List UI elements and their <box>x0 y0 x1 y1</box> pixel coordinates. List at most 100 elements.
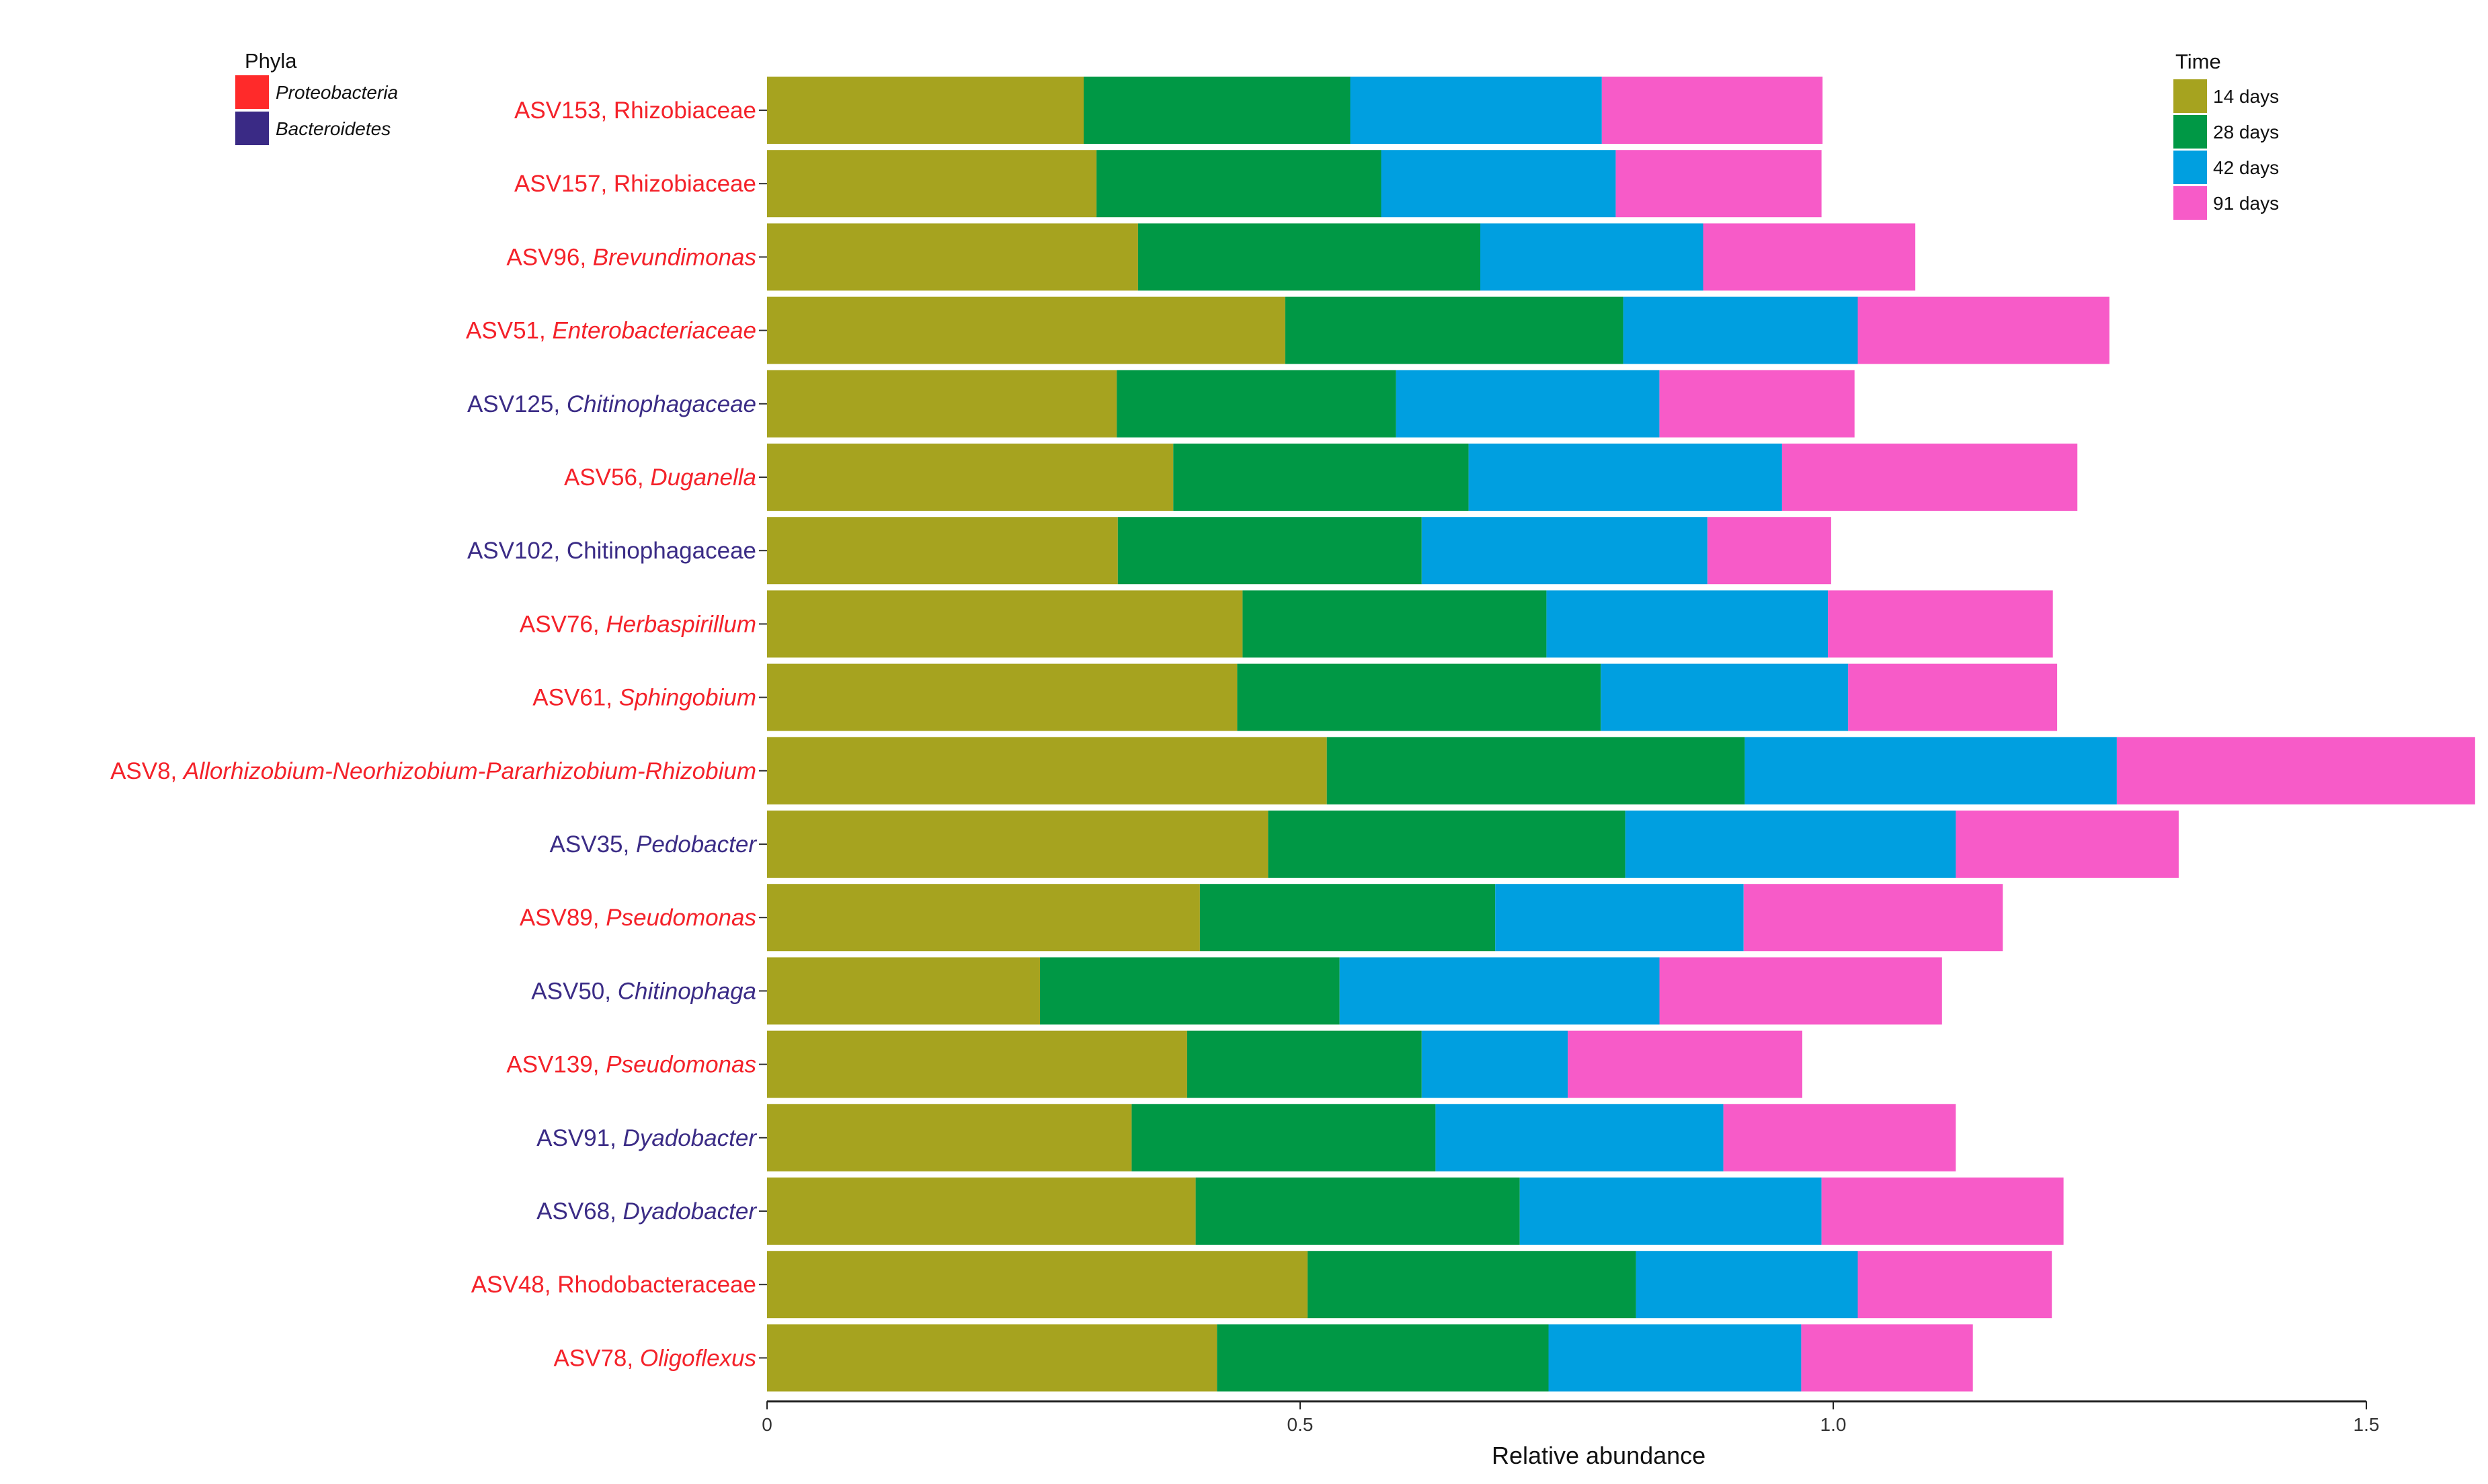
bar-asv125-14-days <box>767 370 1117 438</box>
bar-asv35-42-days <box>1625 811 1956 878</box>
bar-asv8-14-days <box>767 737 1327 805</box>
y-label-asv91: ASV91, Dyadobacter <box>536 1125 757 1151</box>
bar-asv50-28-days <box>1040 957 1340 1025</box>
bar-asv35-28-days <box>1268 811 1626 878</box>
y-label-asv89: ASV89, Pseudomonas <box>520 905 756 931</box>
y-label-asv139: ASV139, Pseudomonas <box>506 1052 756 1078</box>
bar-asv78-14-days <box>767 1324 1217 1392</box>
bar-asv153-14-days <box>767 77 1084 144</box>
bar-asv76-91-days <box>1828 590 2053 658</box>
y-label-asv61: ASV61, Sphingobium <box>532 685 756 711</box>
y-label-asv48: ASV48, Rhodobacteraceae <box>471 1272 756 1298</box>
bar-asv8-42-days <box>1744 737 2117 805</box>
bar-asv96-91-days <box>1703 223 1916 291</box>
bar-asv51-42-days <box>1623 296 1858 364</box>
bar-asv56-42-days <box>1468 444 1782 511</box>
time-label-14-days: 14 days <box>2213 86 2279 107</box>
y-label-asv56: ASV56, Duganella <box>564 464 756 491</box>
time-label-42-days: 42 days <box>2213 157 2279 178</box>
phyla-key-bacteroidetes <box>235 112 269 145</box>
bar-asv102-28-days <box>1117 517 1422 585</box>
bar-asv96-42-days <box>1480 223 1703 291</box>
y-label-asv102: ASV102, Chitinophagaceae <box>467 538 756 564</box>
x-axis: 0 0.5 1.0 1.5 <box>762 1400 2380 1435</box>
y-label-asv78: ASV78, Oligoflexus <box>553 1345 756 1371</box>
bar-asv89-28-days <box>1199 884 1496 952</box>
phyla-legend-title: Phyla <box>245 49 297 73</box>
bar-asv51-14-days <box>767 296 1285 364</box>
bar-asv68-28-days <box>1195 1178 1520 1245</box>
bar-asv157-28-days <box>1096 150 1381 218</box>
bar-asv8-91-days <box>2116 737 2475 805</box>
bar-asv89-42-days <box>1495 884 1744 952</box>
bar-asv102-14-days <box>767 517 1118 585</box>
y-label-asv68: ASV68, Dyadobacter <box>536 1198 757 1225</box>
bar-asv48-91-days <box>1857 1251 2052 1319</box>
time-label-28-days: 28 days <box>2213 122 2279 142</box>
bar-asv102-91-days <box>1707 517 1831 585</box>
time-key-28-days <box>2173 115 2207 149</box>
bar-asv153-42-days <box>1350 77 1602 144</box>
bar-asv125-42-days <box>1396 370 1660 438</box>
bar-asv78-28-days <box>1217 1324 1549 1392</box>
x-tick-label: 0.5 <box>1287 1414 1314 1435</box>
bar-asv89-14-days <box>767 884 1200 952</box>
bar-asv35-14-days <box>767 811 1269 878</box>
bar-asv51-91-days <box>1857 296 2110 364</box>
y-label-asv96: ASV96, Brevundimonas <box>506 244 756 270</box>
bar-asv125-28-days <box>1117 370 1396 438</box>
bar-asv78-42-days <box>1548 1324 1802 1392</box>
bar-asv78-91-days <box>1801 1324 1973 1392</box>
bar-asv35-91-days <box>1956 811 2179 878</box>
y-label-asv50: ASV50, Chitinophaga <box>531 978 756 1004</box>
bar-asv139-91-days <box>1568 1030 1802 1098</box>
x-tick-label: 0 <box>762 1414 772 1435</box>
bar-asv61-91-days <box>1848 663 2058 731</box>
y-axis-labels: ASV153, Rhizobiaceae ASV157, Rhizobiaceae… <box>110 97 767 1371</box>
bar-asv76-28-days <box>1242 590 1547 658</box>
y-label-asv125: ASV125, Chitinophagaceae <box>467 391 756 417</box>
bar-asv102-42-days <box>1421 517 1708 585</box>
phyla-key-proteobacteria <box>235 75 269 109</box>
y-label-asv51: ASV51, Enterobacteriaceae <box>466 318 756 344</box>
bar-asv91-28-days <box>1131 1104 1436 1171</box>
bar-asv125-91-days <box>1659 370 1855 438</box>
time-key-14-days <box>2173 79 2207 113</box>
bar-asv56-28-days <box>1173 444 1469 511</box>
bar-asv61-14-days <box>767 663 1238 731</box>
y-label-asv157: ASV157, Rhizobiaceae <box>514 171 756 197</box>
bar-asv50-14-days <box>767 957 1040 1025</box>
bar-asv56-91-days <box>1781 444 2078 511</box>
bar-asv157-14-days <box>767 150 1097 218</box>
phyla-legend: Phyla Proteobacteria Bacteroidetes <box>235 49 398 145</box>
bar-asv139-14-days <box>767 1030 1187 1098</box>
bar-asv96-14-days <box>767 223 1138 291</box>
bar-asv96-28-days <box>1137 223 1480 291</box>
phyla-label-bacteroidetes: Bacteroidetes <box>276 118 391 139</box>
bar-asv157-91-days <box>1615 150 1822 218</box>
bar-asv89-91-days <box>1743 884 2003 952</box>
bar-asv8-28-days <box>1326 737 1745 805</box>
x-tick-label: 1.5 <box>2354 1414 2380 1435</box>
phyla-label-proteobacteria: Proteobacteria <box>276 82 398 103</box>
x-axis-title: Relative abundance <box>1492 1442 1706 1469</box>
bar-asv153-91-days <box>1601 77 1823 144</box>
time-legend-title: Time <box>2175 50 2221 73</box>
bar-asv56-14-days <box>767 444 1174 511</box>
bar-asv61-42-days <box>1601 663 1849 731</box>
y-label-asv8: ASV8, Allorhizobium-Neorhizobium-Pararhi… <box>110 758 756 784</box>
bars-layer <box>767 77 2475 1392</box>
bar-asv157-42-days <box>1381 150 1616 218</box>
time-legend: Time 14 days 28 days 42 days 91 days <box>2173 50 2279 220</box>
bar-asv139-42-days <box>1421 1030 1568 1098</box>
y-label-asv76: ASV76, Herbaspirillum <box>520 611 756 637</box>
bar-asv153-28-days <box>1084 77 1351 144</box>
bar-asv68-42-days <box>1519 1178 1822 1245</box>
bar-asv91-14-days <box>767 1104 1132 1171</box>
bar-asv61-28-days <box>1237 663 1601 731</box>
time-label-91-days: 91 days <box>2213 193 2279 214</box>
bar-asv76-42-days <box>1546 590 1829 658</box>
bar-asv50-42-days <box>1339 957 1660 1025</box>
y-label-asv35: ASV35, Pedobacter <box>550 831 758 858</box>
bar-asv91-91-days <box>1723 1104 1956 1171</box>
